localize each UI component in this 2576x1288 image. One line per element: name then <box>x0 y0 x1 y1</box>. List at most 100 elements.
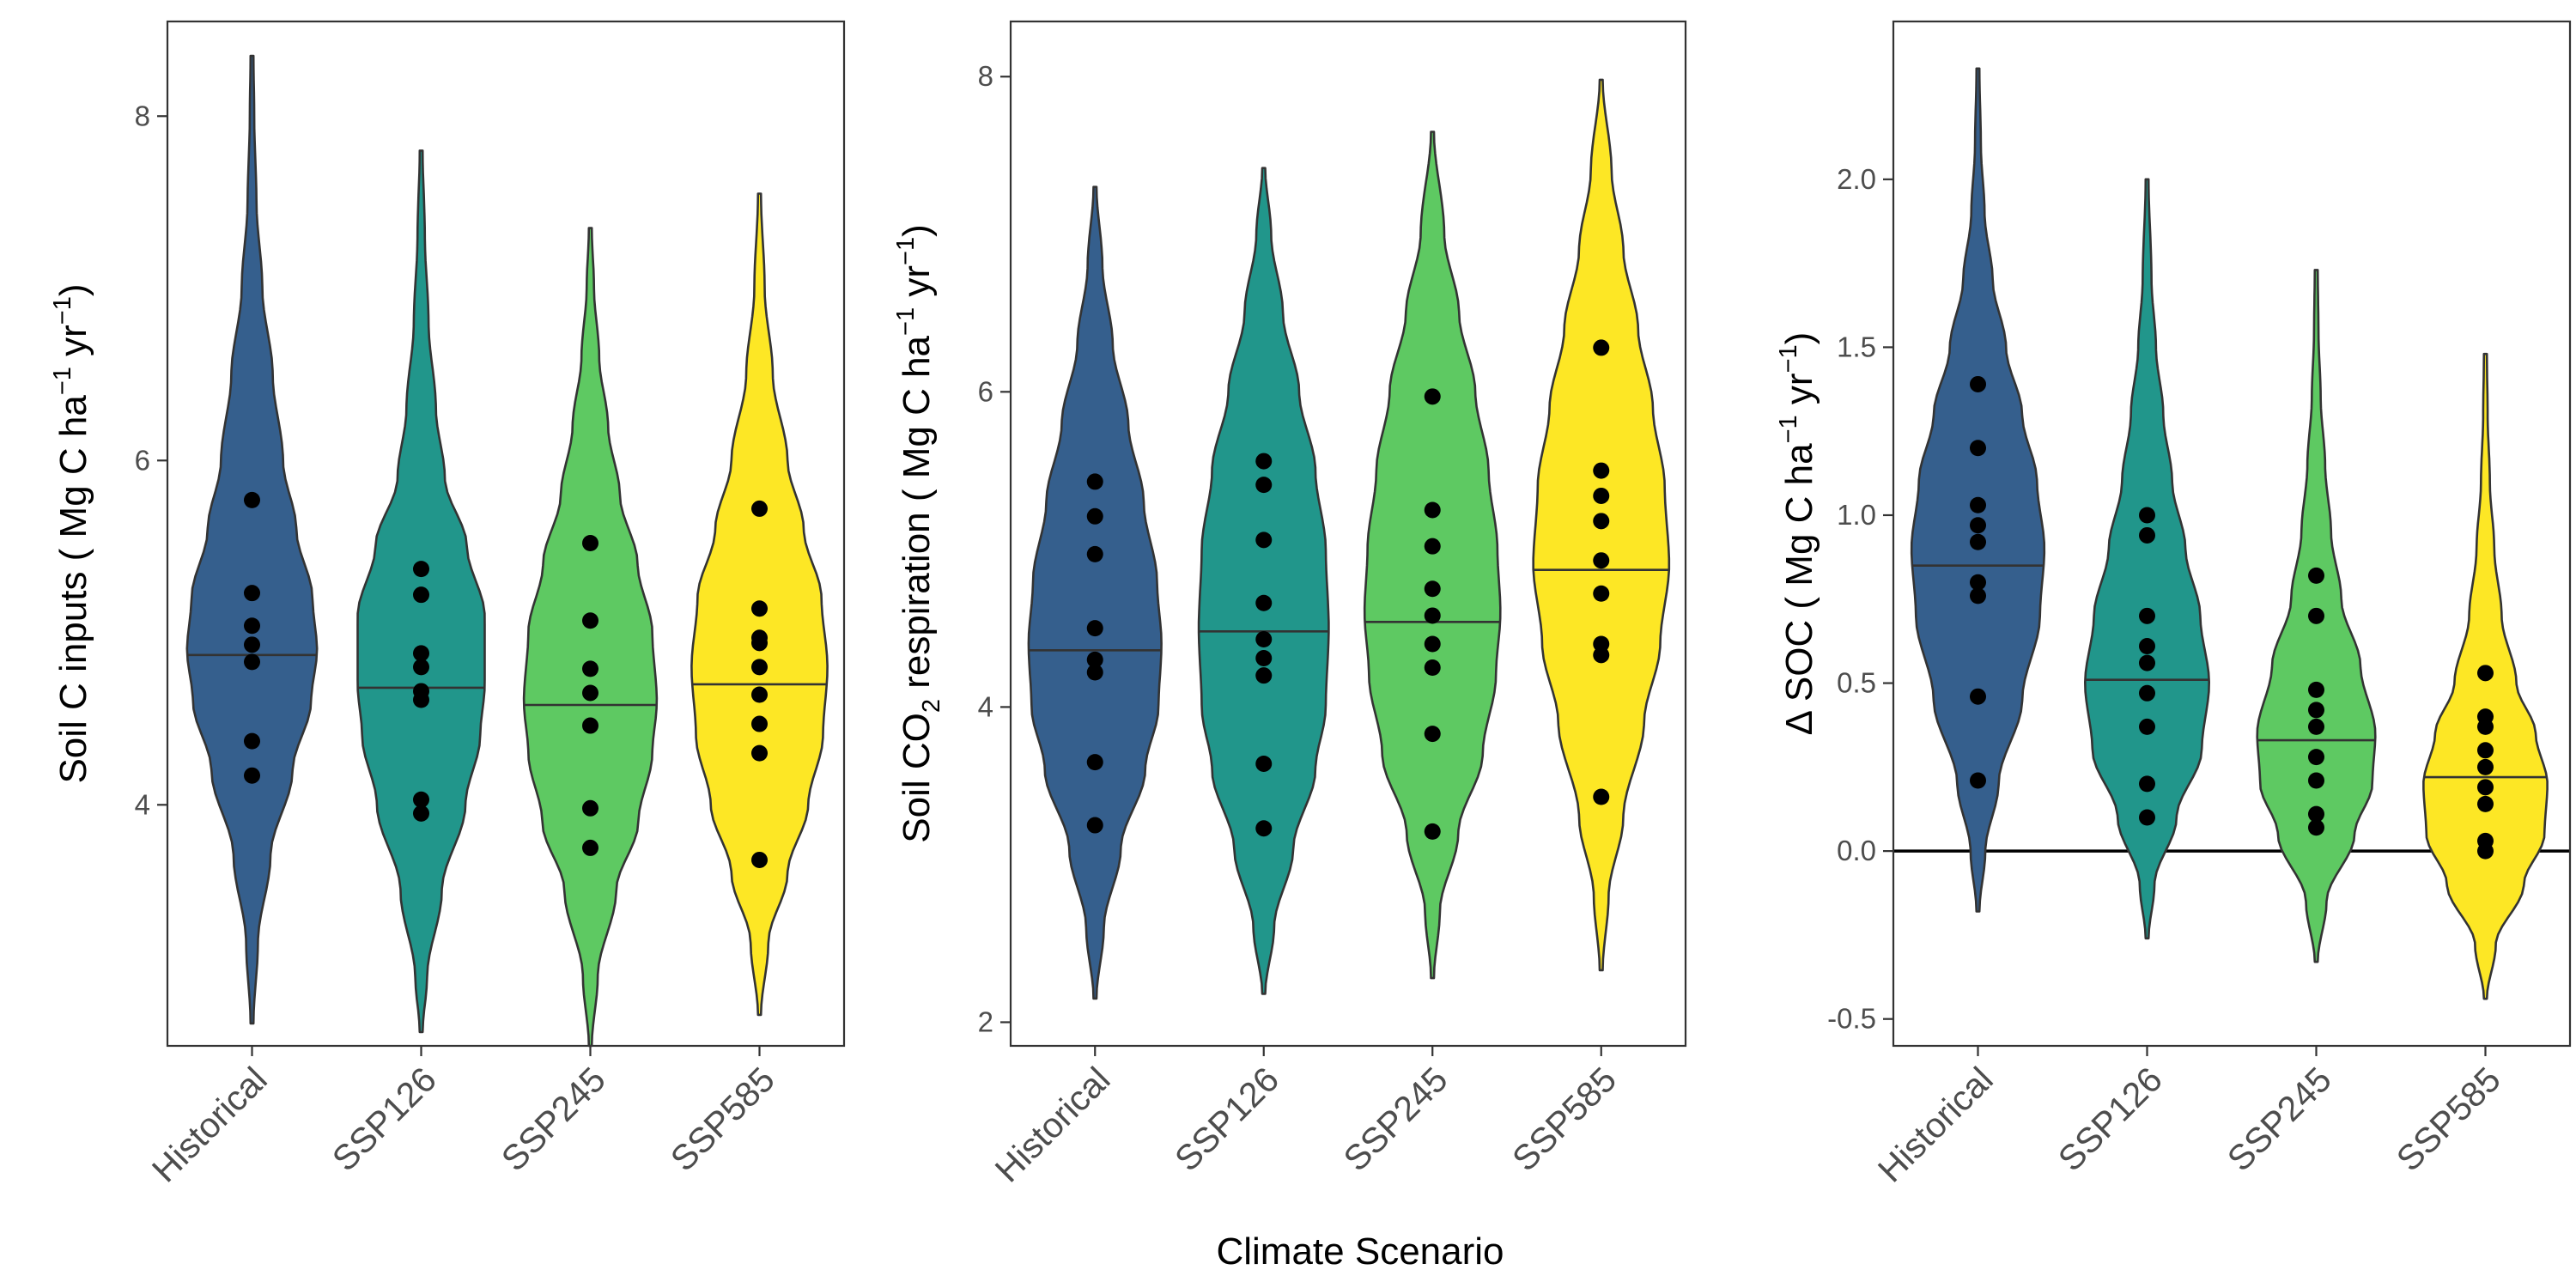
violin-ssp126 <box>356 149 486 1034</box>
data-point <box>1255 477 1273 494</box>
data-point <box>413 791 429 808</box>
data-point <box>413 645 429 662</box>
data-point <box>1593 552 1610 569</box>
data-point <box>2477 665 2494 682</box>
x-tick-label: SSP245 <box>1336 1060 1455 1179</box>
violin-ssp245 <box>2256 269 2377 963</box>
x-tick-label: Historical <box>144 1060 275 1190</box>
violin-body <box>2084 178 2210 940</box>
data-point <box>1593 647 1610 664</box>
x-tick-label: SSP245 <box>494 1060 613 1179</box>
violin-ssp245 <box>1363 131 1502 980</box>
data-point <box>2308 718 2324 735</box>
data-point <box>1255 532 1273 549</box>
data-point <box>1593 513 1610 530</box>
data-point <box>2308 772 2324 789</box>
data-point <box>2139 638 2155 655</box>
data-point <box>1593 462 1610 479</box>
data-point <box>2139 718 2155 735</box>
y-tick-label: 2.0 <box>1837 163 1876 195</box>
data-point <box>1424 607 1441 624</box>
data-point <box>1593 585 1610 602</box>
data-point <box>582 612 598 629</box>
data-point <box>1424 538 1441 555</box>
data-point <box>413 805 429 822</box>
violin-ssp585 <box>2422 352 2549 1000</box>
data-point <box>1255 594 1273 611</box>
data-point <box>751 635 768 652</box>
y-tick-label: 6 <box>978 375 993 407</box>
violin-body <box>1363 131 1502 980</box>
y-axis-title-part: yr <box>896 265 938 307</box>
data-point <box>2139 654 2155 671</box>
y-axis-title: Δ SOC ( Mg C ha−1 yr−1) <box>1775 332 1820 736</box>
x-axis-title: Climate Scenario <box>1216 1230 1504 1273</box>
y-axis-title-part: yr <box>52 325 94 367</box>
data-point <box>1424 659 1441 677</box>
y-axis-title-part: −1 <box>49 296 76 325</box>
y-tick-label: 2 <box>978 1005 993 1037</box>
data-point <box>1593 788 1610 805</box>
data-point <box>1593 339 1610 356</box>
data-point <box>2139 809 2155 826</box>
data-point <box>2308 749 2324 766</box>
data-point <box>582 684 598 702</box>
data-point <box>413 561 429 578</box>
data-point <box>1086 817 1103 834</box>
data-point <box>1970 440 1986 457</box>
data-point <box>1970 533 1986 550</box>
data-point <box>2477 842 2494 860</box>
data-point <box>2477 718 2494 735</box>
y-axis-title: Soil C inputs ( Mg C ha−1 yr−1) <box>49 283 94 783</box>
data-point <box>751 659 768 676</box>
data-point <box>751 500 768 517</box>
y-tick-label: 0.0 <box>1837 835 1876 866</box>
y-axis-title-part: respiration ( Mg C ha <box>896 335 938 699</box>
y-tick-label: 0.5 <box>1837 667 1876 699</box>
violin-historical <box>1027 185 1163 1000</box>
data-point <box>2308 805 2324 823</box>
data-point <box>1970 587 1986 605</box>
violin-ssp585 <box>1532 78 1671 972</box>
y-axis-title: Soil CO2 respiration ( Mg C ha−1 yr−1) <box>892 224 945 843</box>
violin-historical <box>1910 67 2046 913</box>
violin-historical <box>185 54 319 1025</box>
data-point <box>1086 473 1103 490</box>
panel-frame <box>1892 20 2572 1048</box>
data-point <box>2308 607 2324 624</box>
data-point <box>1970 688 1986 705</box>
data-point <box>1593 487 1610 504</box>
x-tick-label: Historical <box>987 1060 1118 1190</box>
violin-body <box>1910 67 2046 913</box>
x-tick-label: SSP585 <box>1504 1060 1624 1179</box>
data-point <box>1424 388 1441 405</box>
y-tick-label: 8 <box>978 60 993 92</box>
data-point <box>582 660 598 677</box>
x-tick-label: SSP585 <box>663 1060 782 1179</box>
y-axis-title-part: Soil CO <box>896 713 938 843</box>
data-point <box>1255 755 1273 772</box>
data-point <box>244 617 260 635</box>
data-point <box>582 717 598 734</box>
data-point <box>244 585 260 602</box>
data-point <box>2139 684 2155 702</box>
data-point <box>751 851 768 868</box>
y-tick-label: -0.5 <box>1827 1003 1876 1035</box>
data-point <box>244 636 260 653</box>
data-point <box>1255 820 1273 837</box>
panel-3: -0.5 0.0 0.5 1.0 1.5 2.0 Historical SSP126 SSP24… <box>1775 20 2572 1190</box>
data-point <box>413 659 429 676</box>
data-point <box>2477 742 2494 759</box>
data-point <box>1255 630 1273 647</box>
data-point <box>582 799 598 817</box>
data-point <box>2477 779 2494 796</box>
y-tick-label: 6 <box>135 444 150 476</box>
violin-body <box>522 227 659 1048</box>
y-tick-label: 4 <box>135 788 150 820</box>
data-point <box>244 491 260 508</box>
y-axis-title-part: −1 <box>892 307 920 336</box>
data-point <box>1086 664 1103 681</box>
data-point <box>1424 635 1441 653</box>
y-axis-title-part: 2 <box>918 699 945 713</box>
